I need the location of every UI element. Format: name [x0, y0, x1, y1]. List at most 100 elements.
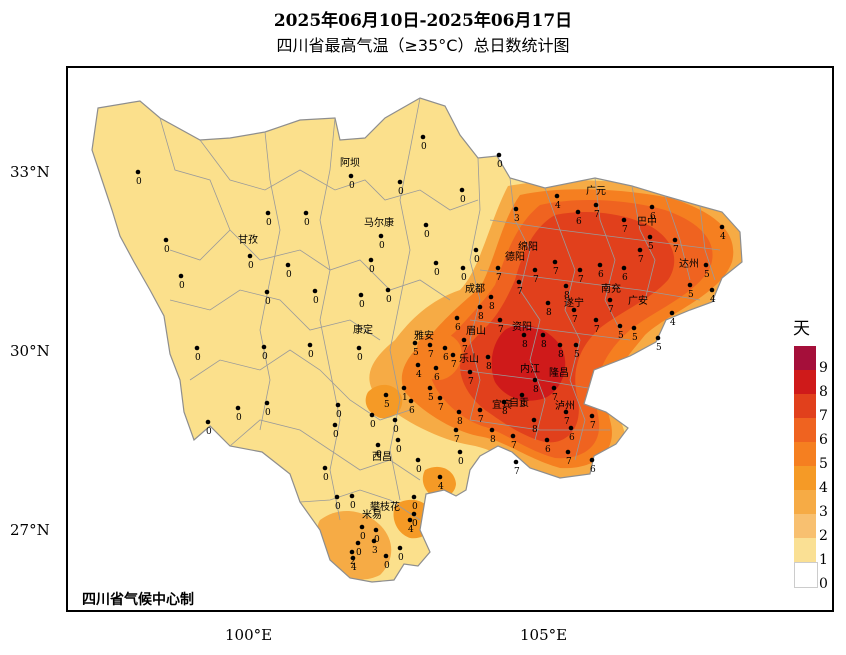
station-dot — [375, 442, 381, 448]
station-dot — [392, 417, 398, 423]
station-dot — [501, 399, 507, 405]
station-dot — [554, 193, 560, 199]
legend-swatch — [794, 394, 816, 418]
station-value: 7 — [590, 421, 596, 431]
station-value: 8 — [489, 302, 495, 312]
station-dot — [649, 204, 655, 210]
station-value: 6 — [569, 433, 575, 443]
station-dot — [411, 494, 417, 500]
station-dot — [442, 345, 448, 351]
station-value: 0 — [265, 408, 271, 418]
station-value: 8 — [564, 291, 570, 301]
station-dot — [322, 465, 328, 471]
station-value: 0 — [286, 270, 292, 280]
legend-swatch — [794, 346, 816, 370]
station-value: 0 — [398, 187, 404, 197]
station-value: 8 — [533, 385, 539, 395]
station-value: 0 — [424, 230, 430, 240]
station-dot — [573, 342, 579, 348]
station-dot — [672, 237, 678, 243]
station-value: 8 — [520, 400, 526, 410]
station-value: 3 — [514, 214, 520, 224]
station-dot — [621, 265, 627, 271]
station-value: 7 — [438, 403, 444, 413]
city-label: 西昌 — [372, 451, 392, 463]
city-label: 巴中 — [637, 215, 657, 228]
city-label: 攀枝花 — [370, 500, 400, 513]
station-value: 0 — [379, 241, 385, 251]
station-dot — [178, 273, 184, 279]
station-value: 7 — [454, 435, 460, 445]
station-dot — [412, 340, 418, 346]
station-value: 0 — [356, 548, 362, 558]
legend-label: 9 — [819, 360, 828, 376]
station-dot — [454, 315, 460, 321]
city-label: 遂宁 — [564, 296, 584, 309]
station-dot — [335, 402, 341, 408]
station-dot — [568, 425, 574, 431]
station-value: 3 — [372, 546, 378, 556]
station-dot — [577, 267, 583, 273]
city-label: 隆昌 — [549, 366, 569, 379]
station-dot — [621, 217, 627, 223]
station-dot — [687, 282, 693, 288]
station-value: 7 — [564, 417, 570, 427]
station-dot — [349, 493, 355, 499]
station-dot — [349, 549, 355, 555]
station-value: 6 — [650, 212, 656, 222]
y-tick-label: 33°N — [10, 163, 50, 181]
station-dot — [247, 253, 253, 259]
legend-label: 3 — [819, 504, 828, 520]
station-value: 0 — [304, 218, 310, 228]
station-dot — [205, 419, 211, 425]
station-value: 6 — [590, 465, 596, 475]
station-value: 0 — [313, 296, 319, 306]
station-dot — [552, 259, 558, 265]
station-dot — [407, 517, 413, 523]
city-label: 广安 — [628, 294, 648, 307]
station-dot — [597, 262, 603, 268]
station-value: 0 — [396, 445, 402, 455]
map-subtitle: 四川省最高气温（≥35°C）总日数统计图 — [276, 36, 570, 55]
station-value: 6 — [598, 270, 604, 280]
station-value: 0 — [384, 561, 390, 571]
station-value: 8 — [486, 362, 492, 372]
station-dot — [453, 427, 459, 433]
city-label: 宜宾 — [492, 398, 512, 411]
station-value: 4 — [408, 525, 414, 535]
legend-swatch — [794, 442, 816, 466]
station-value: 0 — [370, 420, 376, 430]
station-value: 0 — [336, 410, 342, 420]
station-value: 4 — [710, 295, 716, 305]
station-dot — [383, 392, 389, 398]
station-value: 7 — [638, 255, 644, 265]
station-dot — [264, 289, 270, 295]
station-dot — [433, 365, 439, 371]
station-value: 0 — [308, 350, 314, 360]
station-value: 0 — [349, 181, 355, 191]
station-dot — [383, 553, 389, 559]
station-value: 7 — [533, 275, 539, 285]
station-value: 7 — [462, 345, 468, 355]
station-dot — [433, 260, 439, 266]
station-dot — [450, 352, 456, 358]
station-value: 4 — [555, 201, 561, 211]
city-label: 眉山 — [466, 325, 486, 337]
station-value: 6 — [443, 353, 449, 363]
station-value: 0 — [136, 177, 142, 187]
station-dot — [545, 300, 551, 306]
station-dot — [485, 354, 491, 360]
station-dot — [163, 237, 169, 243]
station-value: 0 — [460, 195, 466, 205]
station-dot — [415, 362, 421, 368]
city-label: 泸州 — [555, 400, 575, 412]
station-dot — [669, 310, 675, 316]
station-value: 7 — [517, 287, 523, 297]
city-label: 南充 — [601, 282, 621, 295]
station-values: 0000000000000000000000030000000000034677… — [135, 134, 726, 573]
station-dot — [427, 342, 433, 348]
station-dot — [477, 304, 483, 310]
station-dot — [510, 433, 516, 439]
station-dot — [473, 247, 479, 253]
station-dot — [395, 437, 401, 443]
